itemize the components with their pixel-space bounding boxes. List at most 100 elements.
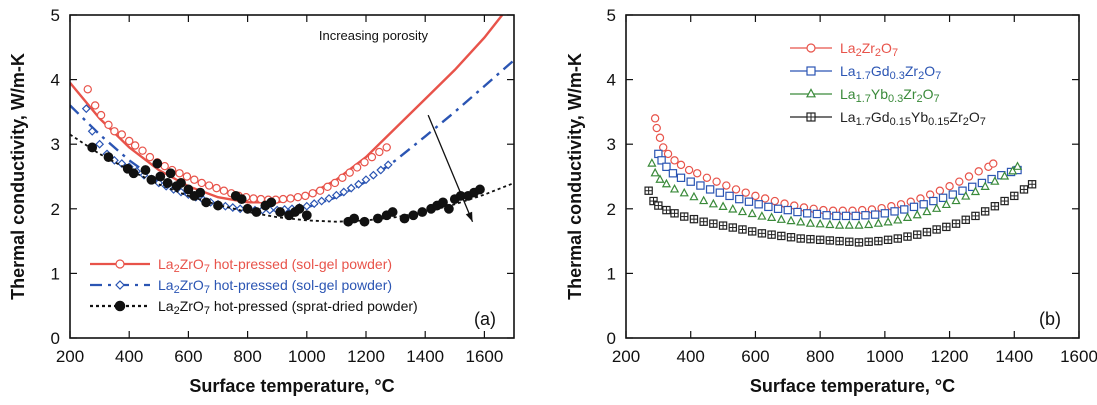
data-point [399, 213, 410, 224]
data-point [938, 193, 948, 203]
data-point [317, 196, 327, 206]
data-point [278, 194, 288, 204]
data-point [922, 206, 932, 216]
data-point [909, 202, 919, 212]
legend-subscript: 7 [892, 47, 898, 59]
data-point [315, 186, 325, 195]
data-point [955, 177, 964, 186]
data-point [201, 197, 212, 208]
data-point [845, 237, 854, 246]
legend-subscript: 1.7 [856, 116, 871, 128]
data-point [786, 215, 796, 225]
legend-marker [114, 300, 126, 312]
data-point [195, 187, 206, 198]
data-point [649, 196, 658, 206]
y-tick-label: 1 [607, 264, 616, 283]
legend-marker [806, 43, 816, 53]
data-point [844, 220, 854, 229]
data-point [900, 205, 909, 214]
data-point [870, 210, 880, 219]
data-point [175, 169, 184, 178]
data-point [834, 220, 845, 229]
data-point [103, 152, 114, 163]
legend-label-part: Zr [905, 63, 919, 79]
data-point [861, 211, 870, 220]
legend-marker [806, 66, 816, 76]
legend-label-part: La [158, 277, 174, 293]
data-point [902, 212, 913, 221]
legend-subscript: 0.3 [888, 93, 903, 105]
y-tick-label: 5 [607, 6, 616, 25]
data-point [913, 230, 922, 239]
data-point [162, 178, 173, 188]
legend-label-part: hot-pressed (sol-gel powder) [210, 256, 392, 272]
data-point [219, 186, 229, 195]
legend-subscript: 2 [174, 305, 180, 317]
data-point [176, 178, 186, 188]
data-point [864, 219, 874, 229]
legend-label: La2Zr2O7 [840, 40, 898, 59]
legend: La2Zr2O7La1.7Gd0.3Zr2O7La1.7Yb0.3Zr2O7La… [790, 40, 986, 128]
data-point [87, 142, 98, 153]
data-point [883, 235, 893, 245]
legend-label-part: Gd [871, 109, 890, 125]
data-point [941, 199, 951, 209]
data-point [650, 167, 660, 177]
data-point [689, 214, 699, 224]
data-point [744, 197, 754, 206]
legend-label-part: Gd [871, 63, 890, 79]
data-point [657, 156, 666, 165]
legend-label-part: La [840, 109, 856, 125]
data-point [970, 186, 981, 196]
data-point [361, 175, 371, 185]
y-axis-label: Thermal conductivity, W/m-K [8, 53, 28, 300]
data-point [1010, 191, 1019, 201]
data-point [773, 204, 783, 213]
data-point [117, 159, 127, 169]
data-point [777, 231, 786, 241]
data-point [663, 149, 673, 159]
legend-subscript: 2 [856, 47, 862, 59]
data-point [346, 183, 356, 193]
data-point [708, 198, 718, 208]
y-tick-label: 3 [607, 135, 616, 154]
data-point [715, 188, 725, 197]
legend-marker [806, 112, 816, 122]
y-tick-label: 2 [607, 200, 616, 219]
data-point [249, 194, 258, 203]
data-point [124, 136, 134, 146]
data-point [738, 225, 747, 234]
panel-label: (b) [1039, 309, 1061, 329]
legend-subscript: 7 [980, 116, 986, 128]
x-tick-label: 600 [741, 347, 769, 366]
data-point [812, 209, 822, 219]
data-point [971, 211, 980, 221]
data-point [932, 225, 941, 234]
legend-subscript: 7 [934, 93, 940, 105]
data-point [155, 171, 166, 182]
data-point [359, 216, 370, 227]
data-point [945, 181, 954, 191]
data-point [776, 214, 786, 223]
data-point [165, 168, 176, 179]
data-point [1019, 185, 1029, 194]
data-point [754, 200, 763, 209]
legend-label-part: ZrO [180, 298, 204, 314]
data-point [854, 238, 864, 247]
data-point [679, 187, 689, 197]
legend-label-part: O [923, 86, 934, 102]
series-2 [70, 59, 514, 215]
data-point [951, 219, 961, 228]
data-point [308, 189, 317, 198]
data-point [190, 175, 199, 184]
data-point [662, 162, 671, 172]
legend-subscript: 0.15 [928, 116, 949, 128]
data-point [654, 201, 663, 210]
data-point [323, 182, 332, 192]
data-point [974, 167, 983, 176]
data-point [854, 220, 864, 229]
legend-subscript: 2 [963, 116, 969, 128]
data-point [767, 212, 777, 221]
data-point [301, 210, 312, 221]
